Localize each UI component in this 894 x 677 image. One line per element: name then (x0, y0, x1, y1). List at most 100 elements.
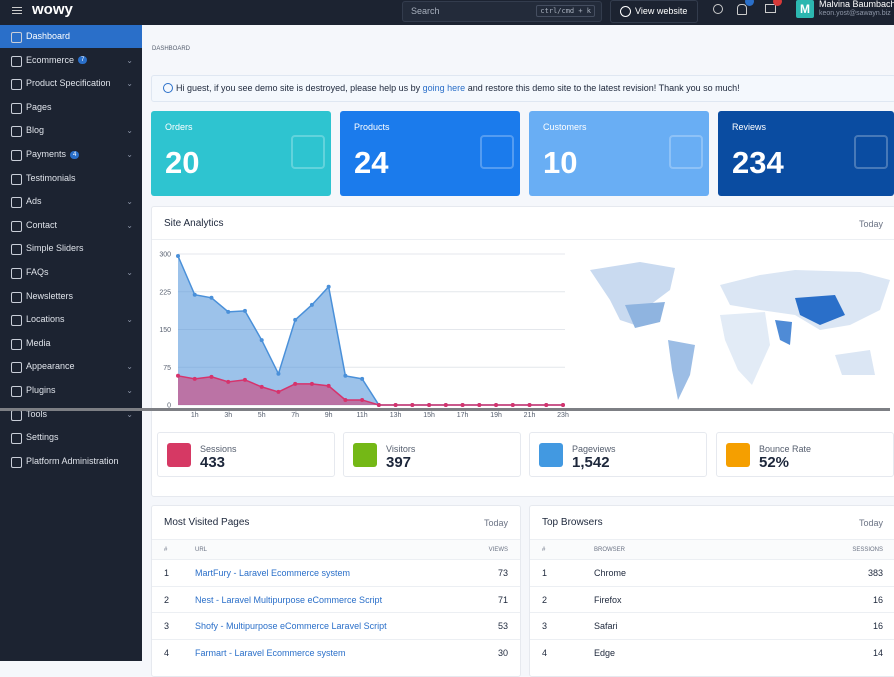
point (527, 403, 532, 407)
column-header: SESSIONS (852, 547, 883, 553)
sidebar-item[interactable]: Dashboard (0, 25, 142, 48)
metric-value: 52% (759, 454, 790, 471)
table-period[interactable]: Today (483, 518, 508, 528)
table-cell: Edge (594, 647, 616, 658)
sidebar-icon (11, 79, 22, 91)
sidebar-item[interactable]: Blog ⌄ (0, 119, 142, 142)
topbar: wowy Search ctrl/cmd + k View website M … (0, 0, 894, 25)
scrollbar[interactable] (0, 408, 890, 411)
sidebar-item[interactable]: FAQs ⌄ (0, 261, 142, 284)
search-box[interactable]: Search ctrl/cmd + k (402, 1, 602, 22)
stat-value: 24 (354, 145, 389, 180)
stat-label: Customers (543, 122, 587, 132)
sidebar-item[interactable]: Tools ⌄ (0, 403, 142, 426)
stat-card[interactable]: Orders 20 (151, 111, 331, 196)
stat-icon (669, 135, 703, 169)
point (427, 403, 432, 407)
chevron: ⌄ (126, 220, 133, 230)
alert-text: Hi guest, if you see demo site is destro… (176, 83, 740, 93)
stat-card[interactable]: Customers 10 (529, 111, 709, 196)
sidebar-icon (11, 456, 22, 468)
table-row: 1 Chrome 383 (530, 559, 894, 586)
x-tick-label: 17h (457, 412, 469, 419)
stat-label: Orders (165, 122, 193, 132)
chevron: ⌄ (126, 409, 133, 419)
table-cell: Firefox (594, 594, 622, 605)
sidebar-label: Appearance (26, 361, 75, 372)
point (360, 376, 365, 381)
sidebar-icon (11, 55, 22, 67)
point (393, 403, 398, 407)
cart[interactable] (765, 4, 776, 13)
sidebar-label: Plugins (26, 385, 56, 395)
menu-toggle[interactable] (12, 7, 22, 8)
map-region (775, 320, 792, 345)
x-tick-label: 5h (258, 412, 266, 419)
point (293, 381, 298, 386)
table-row: 2 Nest - Laravel Multipurpose eCommerce S… (152, 585, 520, 613)
area (178, 375, 563, 405)
chevron: ⌄ (126, 126, 133, 136)
sidebar-label: Blog (26, 125, 45, 136)
sidebar-item[interactable]: Appearance ⌄ (0, 355, 142, 378)
table-row: 2 Firefox 16 (530, 585, 894, 613)
stat-card[interactable]: Products 24 (340, 111, 520, 196)
sidebar-label: FAQs (26, 267, 49, 277)
chevron: ⌄ (126, 79, 133, 89)
stat-card[interactable]: Reviews 234 (718, 111, 894, 196)
sidebar-item[interactable]: Payments 4 ⌄ (0, 143, 142, 166)
table-cell[interactable]: Farmart - Laravel Ecommerce system (195, 647, 346, 658)
sidebar-item[interactable]: Settings (0, 426, 142, 449)
sidebar-icon (11, 197, 22, 209)
sidebar-icon (11, 220, 22, 232)
sidebar-item[interactable]: Testimonials (0, 167, 142, 190)
sidebar-item[interactable]: Contact ⌄ (0, 214, 142, 237)
metric-icon (726, 443, 750, 467)
sidebar-item[interactable]: Platform Administration (0, 450, 142, 473)
sidebar-item[interactable]: Locations ⌄ (0, 308, 142, 331)
view-website-button[interactable]: View website (610, 0, 698, 23)
alert-link[interactable]: going here (422, 83, 466, 93)
sidebar-item[interactable]: Newsletters (0, 285, 142, 308)
y-tick-label: 0 (167, 403, 171, 410)
sidebar-item[interactable]: Simple Sliders (0, 237, 142, 260)
chevron: ⌄ (126, 268, 133, 277)
table-row: 3 Shofy - Multipurpose eCommerce Laravel … (152, 612, 520, 639)
point (561, 403, 565, 407)
metric-icon (353, 443, 377, 467)
brand[interactable]: wowy (32, 1, 73, 18)
table-cell: 2 (164, 594, 170, 605)
x-tick-label: 23h (557, 412, 569, 419)
sidebar-item[interactable]: Ecommerce 7 ⌄ (0, 49, 142, 72)
sidebar-icon (11, 338, 22, 350)
sidebar-item[interactable]: Pages (0, 96, 142, 119)
table-cell[interactable]: Nest - Laravel Multipurpose eCommerce Sc… (195, 594, 383, 605)
table-cell[interactable]: MartFury - Laravel Ecommerce system (195, 568, 351, 578)
sidebar-icon (11, 32, 22, 43)
point (309, 302, 314, 307)
sidebar-item[interactable]: Media (0, 332, 142, 355)
table-cell: 3 (542, 621, 548, 631)
sidebar-label: Settings (26, 432, 59, 443)
table-period[interactable]: Today (858, 518, 883, 528)
sidebar-badge: 4 (70, 150, 80, 159)
theme-toggle[interactable] (713, 4, 723, 14)
table-cell[interactable]: Shofy - Multipurpose eCommerce Laravel S… (195, 621, 387, 631)
user-email: keon.yost@sawayn.biz (819, 10, 891, 17)
y-tick-label: 300 (159, 252, 171, 259)
table-header: # BROWSER SESSIONS (530, 539, 894, 560)
stat-label: Products (354, 122, 390, 132)
point (276, 371, 281, 376)
sidebar-item[interactable]: Plugins ⌄ (0, 379, 142, 402)
line (177, 375, 563, 406)
sidebar-item[interactable]: Ads ⌄ (0, 190, 142, 213)
notifications[interactable] (737, 4, 747, 15)
y-tick-label: 225 (159, 289, 171, 296)
avatar[interactable]: M (796, 0, 814, 18)
sidebar-label: Platform Administration (26, 455, 119, 466)
point (209, 295, 214, 300)
analytics-period[interactable]: Today (858, 219, 883, 229)
sidebar-item[interactable]: Product Specification ⌄ (0, 72, 142, 95)
sidebar-label: Simple Sliders (26, 243, 84, 254)
